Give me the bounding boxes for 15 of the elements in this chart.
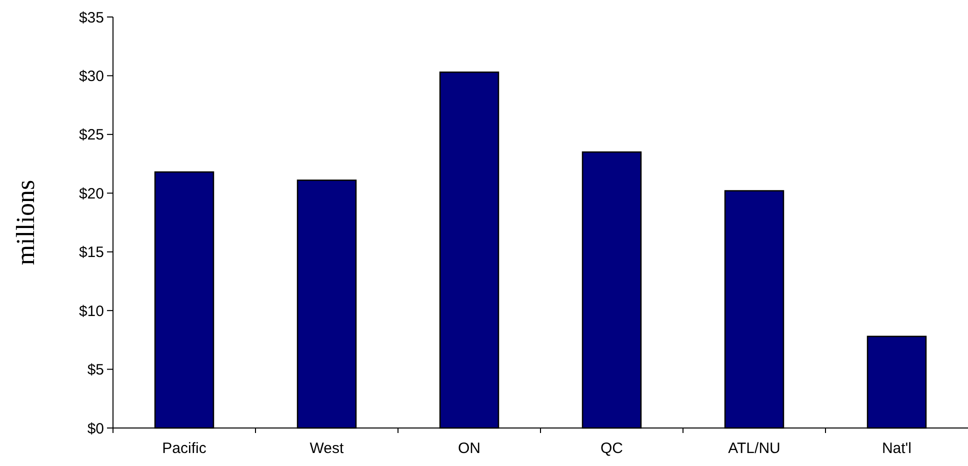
y-tick-label: $0 — [87, 420, 104, 438]
y-tick-label: $25 — [78, 126, 104, 144]
y-tick-label: $15 — [78, 244, 104, 262]
x-tick-label: Pacific — [162, 440, 207, 457]
y-tick-label: $20 — [78, 185, 104, 202]
y-tick-label: $35 — [78, 9, 104, 26]
x-tick-label: QC — [600, 440, 624, 457]
x-tick-label: West — [310, 440, 345, 457]
y-tick-label: $30 — [78, 68, 104, 85]
x-tick-label: ATL/NU — [728, 440, 780, 457]
x-tick-label: ON — [458, 440, 480, 457]
y-tick-label: $5 — [87, 362, 104, 379]
x-tick-label: Nat'l — [882, 440, 912, 457]
y-tick-label: $10 — [78, 302, 104, 320]
y-axis-title: millions — [11, 180, 40, 266]
